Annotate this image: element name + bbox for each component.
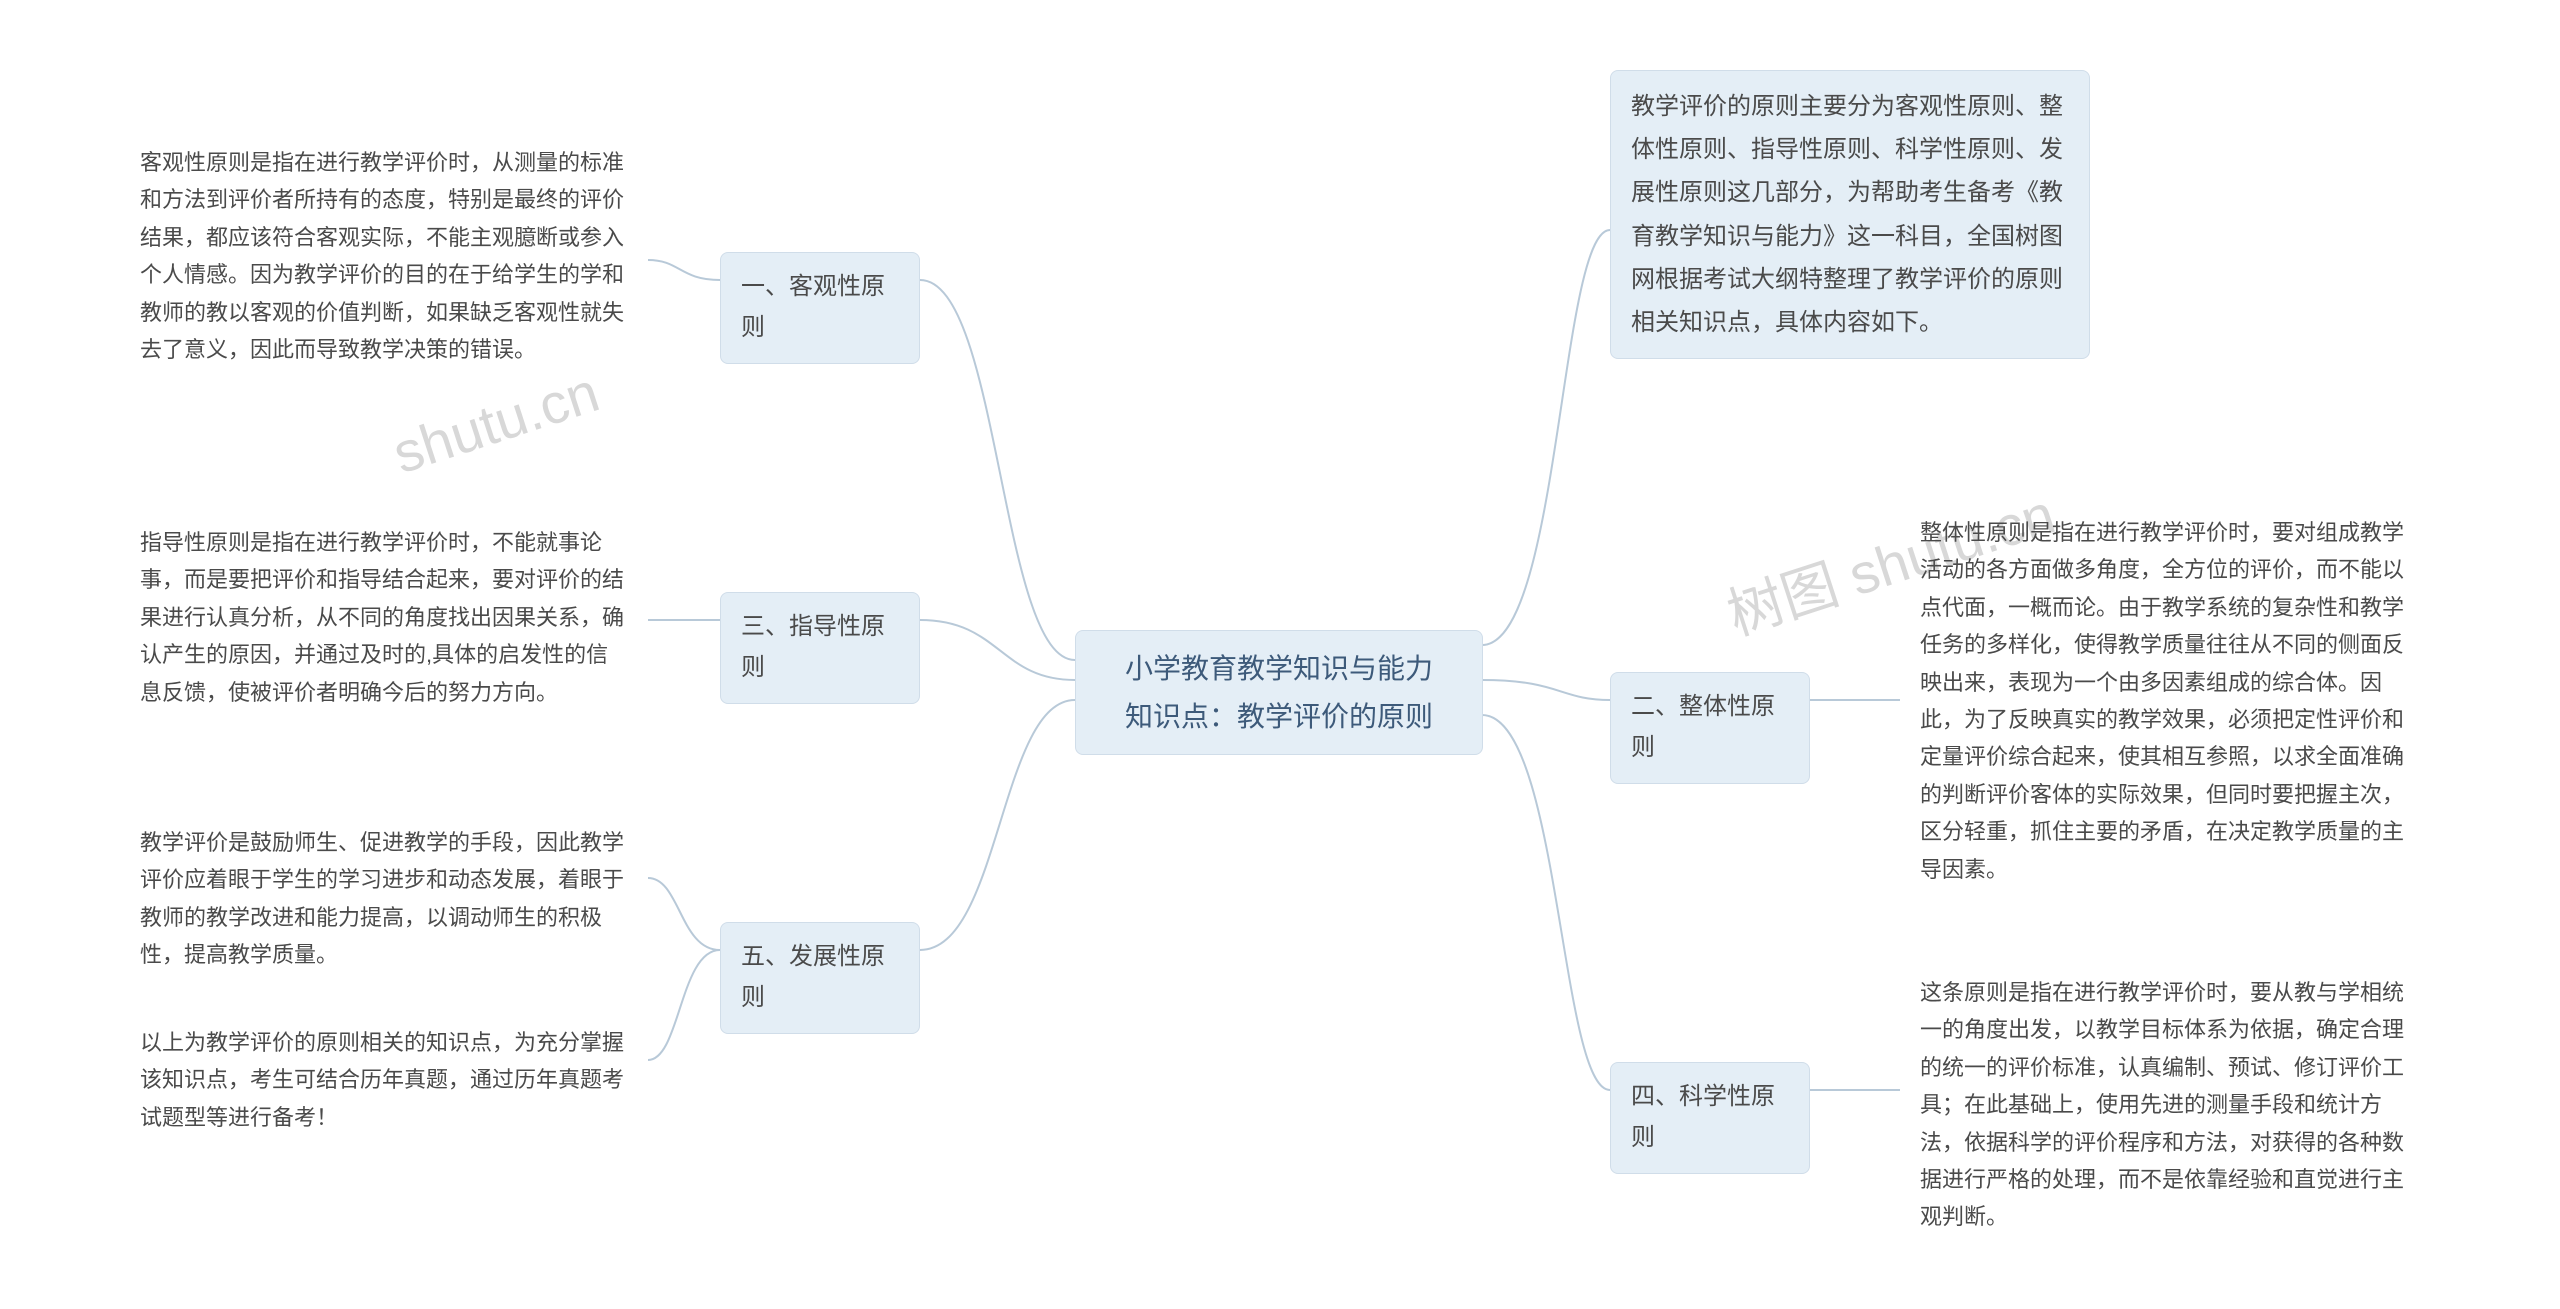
root-line2: 知识点：教学评价的原则 — [1096, 693, 1462, 741]
leaf-2-1: 整体性原则是指在进行教学评价时，要对组成教学活动的各方面做多角度，全方位的评价，… — [1900, 500, 2440, 902]
leaf-4-1: 这条原则是指在进行教学评价时，要从教与学相统一的角度出发，以教学目标体系为依据，… — [1900, 960, 2440, 1250]
leaf-1-1: 客观性原则是指在进行教学评价时，从测量的标准和方法到评价者所持有的态度，特别是最… — [120, 130, 650, 382]
root-node: 小学教育教学知识与能力 知识点：教学评价的原则 — [1075, 630, 1483, 755]
branch-4: 四、科学性原则 — [1610, 1062, 1810, 1174]
leaf-3-1: 指导性原则是指在进行教学评价时，不能就事论事，而是要把评价和指导结合起来，要对评… — [120, 510, 650, 725]
branch-5: 五、发展性原则 — [720, 922, 920, 1034]
leaf-5-1: 教学评价是鼓励师生、促进教学的手段，因此教学评价应着眼于学生的学习进步和动态发展… — [120, 810, 650, 988]
mindmap-canvas: shutu.cn 树图 shutu.cn 小学教育教学知识与能力 知识点：教学评… — [0, 0, 2560, 1309]
intro-node: 教学评价的原则主要分为客观性原则、整体性原则、指导性原则、科学性原则、发展性原则… — [1610, 70, 2090, 359]
root-line1: 小学教育教学知识与能力 — [1096, 645, 1462, 693]
leaf-5-2: 以上为教学评价的原则相关的知识点，为充分掌握该知识点，考生可结合历年真题，通过历… — [120, 1010, 650, 1150]
branch-1: 一、客观性原则 — [720, 252, 920, 364]
branch-3: 三、指导性原则 — [720, 592, 920, 704]
branch-2: 二、整体性原则 — [1610, 672, 1810, 784]
